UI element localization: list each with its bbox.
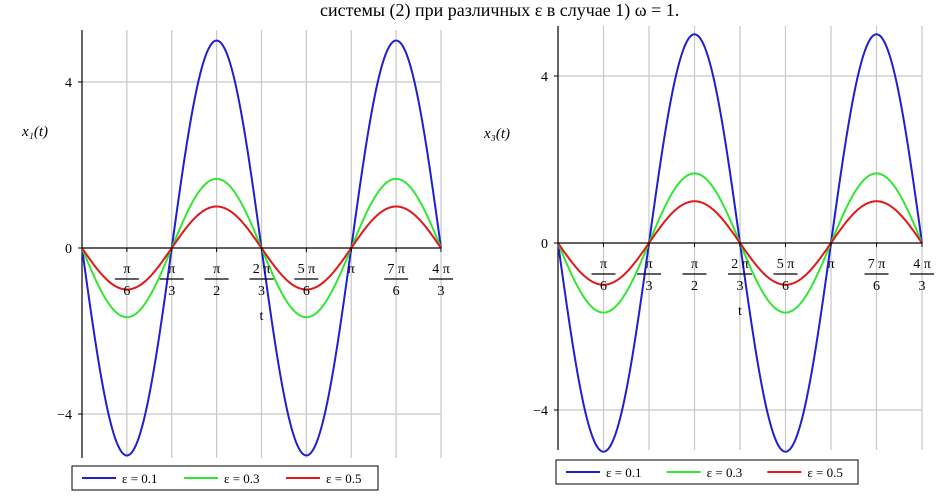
legend: ε = 0.1 ε = 0.3 ε = 0.5 xyxy=(71,465,379,491)
x-tick-label-num: 5 π xyxy=(298,262,316,277)
x-tick-label-num: 2 π xyxy=(253,262,271,277)
x-tick-label-num: π xyxy=(645,257,652,272)
x-tick-label-num: π xyxy=(213,262,220,277)
legend-box xyxy=(71,465,379,491)
x-tick-label-num: π xyxy=(123,262,130,277)
x-tick-label-num: π xyxy=(600,257,607,272)
y-tick-label: 4 xyxy=(65,76,72,91)
legend-label-2: ε = 0.5 xyxy=(326,471,362,486)
x-tick-label-num: π xyxy=(691,257,698,272)
legend-label-2: ε = 0.5 xyxy=(807,465,843,480)
x-tick-label-num: 7 π xyxy=(387,262,405,277)
legend-label-0: ε = 0.1 xyxy=(606,465,642,480)
y-tick-label: −4 xyxy=(533,404,548,419)
x-tick-label-num: 4 π xyxy=(432,262,450,277)
y-tick-label: 4 xyxy=(541,70,548,85)
legend-label-1: ε = 0.3 xyxy=(224,471,260,486)
chart-x3-plot: −4 0 4 π 6 π 3 π 2 2 π 3 5 π 6 π 7 π 6 4 π 3 t x₃(t) ε = 0.1… xyxy=(483,26,935,485)
x-tick-label-den: 3 xyxy=(258,284,265,299)
x-tick-label-den: 6 xyxy=(873,279,880,294)
x-tick-label-num: 4 π xyxy=(913,257,931,272)
figure-caption: системы (2) при различных ε в случае 1) … xyxy=(0,0,944,24)
legend-label-0: ε = 0.1 xyxy=(122,471,158,486)
x-tick-label-den: 3 xyxy=(919,279,926,294)
x-tick-label-den: 2 xyxy=(213,284,220,299)
x-tick-label-den: 3 xyxy=(646,279,653,294)
y-axis-label: x₁(t) xyxy=(21,124,48,140)
x-tick-label-den: 6 xyxy=(600,279,607,294)
x-tick-label-num: π xyxy=(168,262,175,277)
x-tick-label-den: 3 xyxy=(438,284,445,299)
x-tick-label-den: 2 xyxy=(691,279,698,294)
y-tick-label: 0 xyxy=(65,242,72,257)
x-tick-label-num: π xyxy=(348,262,355,277)
x-tick-label-num: 2 π xyxy=(731,257,749,272)
y-axis-label: x₃(t) xyxy=(483,126,510,142)
legend: ε = 0.1 ε = 0.3 ε = 0.5 xyxy=(555,459,859,485)
legend-label-1: ε = 0.3 xyxy=(707,465,743,480)
x-tick-label-den: 3 xyxy=(737,279,744,294)
x-tick-label-den: 3 xyxy=(168,284,175,299)
x-tick-label-den: 6 xyxy=(782,279,789,294)
x-tick-label-num: π xyxy=(827,257,834,272)
x-tick-label-num: 7 π xyxy=(868,257,886,272)
chart-x1-plot: −4 0 4 π 6 π 3 π 2 2 π 3 5 π 6 π 7 π 6 4 π 3 t x₁(t) ε = 0.1… xyxy=(21,30,454,491)
caption-text: системы (2) при различных ε в случае 1) … xyxy=(320,0,680,20)
x-axis-label: t xyxy=(738,304,742,319)
x-tick-label-den: 6 xyxy=(393,284,400,299)
x-tick-label-num: 5 π xyxy=(777,257,795,272)
x-axis-label: t xyxy=(260,309,264,324)
legend-box xyxy=(555,459,859,485)
x-tick-label-den: 6 xyxy=(303,284,310,299)
x-tick-label-den: 6 xyxy=(123,284,130,299)
y-tick-label: −4 xyxy=(57,408,72,423)
y-tick-label: 0 xyxy=(541,237,548,252)
